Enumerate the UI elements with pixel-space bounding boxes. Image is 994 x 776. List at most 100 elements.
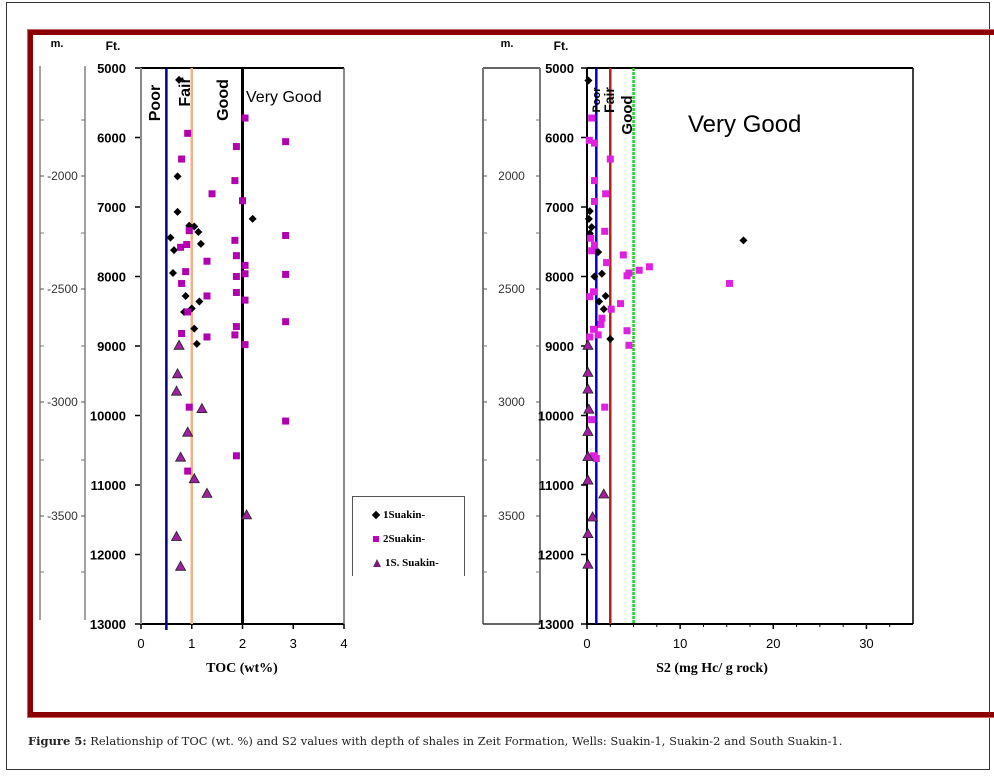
toc-point-suakin-2 [208, 190, 216, 198]
toc-point-suakin-2 [203, 292, 211, 300]
toc-point-suakin-2 [185, 403, 193, 411]
s2-m-tick-label: 3500 [498, 509, 525, 523]
s2-point-suakin-2 [586, 293, 594, 301]
s2-point-south-suakin-1 [582, 366, 594, 377]
figure-border [6, 2, 990, 770]
s2-m-header: m. [501, 38, 514, 50]
s2-point-suakin-2 [594, 331, 602, 339]
s2-point-suakin-2 [590, 241, 598, 249]
s2-point-south-suakin-1 [582, 450, 594, 461]
s2-point-suakin-1 [606, 335, 615, 344]
s2-point-suakin-2 [645, 263, 653, 271]
s2-point-suakin-2 [601, 227, 609, 235]
s2-point-suakin-1 [587, 223, 596, 232]
toc-point-suakin-2 [232, 143, 240, 151]
toc-point-suakin-2 [178, 329, 186, 337]
legend-item-south-suakin-1: 1S. Suakin- [373, 557, 439, 569]
s2-point-suakin-2 [587, 234, 595, 242]
legend-label: 1S. Suakin- [385, 557, 439, 569]
s2-point-suakin-2 [590, 325, 598, 333]
s2-point-suakin-2 [592, 455, 600, 463]
toc-point-suakin-2 [185, 227, 193, 235]
s2-point-suakin-1 [585, 207, 594, 216]
toc-m-tick-label: -2000 [47, 169, 78, 183]
toc-point-suakin-1 [194, 228, 203, 237]
toc-point-suakin-1 [175, 75, 184, 84]
toc-point-suakin-1 [168, 269, 177, 278]
toc-point-suakin-2 [177, 243, 185, 251]
toc-point-suakin-2 [203, 333, 211, 341]
toc-point-suakin-2 [232, 323, 240, 331]
toc-ft-tick-label: 7000 [97, 200, 126, 215]
s2-x-tick-label: 0 [583, 636, 590, 651]
s2-point-south-suakin-1 [582, 558, 594, 569]
s2-point-suakin-1 [597, 269, 606, 278]
toc-point-suakin-1 [166, 233, 175, 242]
toc-point-suakin-1 [190, 324, 199, 333]
toc-point-suakin-2 [232, 252, 240, 260]
s2-point-suakin-2 [588, 247, 596, 255]
toc-ft-header: Ft. [106, 39, 121, 53]
toc-m-tick-label: -3500 [47, 509, 78, 523]
toc-point-suakin-1 [173, 172, 182, 181]
s2-point-south-suakin-1 [583, 403, 595, 414]
toc-point-suakin-2 [231, 331, 239, 339]
toc-point-suakin-2 [232, 273, 240, 280]
toc-point-south-suakin-1 [173, 339, 185, 350]
toc-point-south-suakin-1 [174, 451, 187, 462]
s2-point-suakin-1 [584, 214, 593, 223]
s2-point-south-suakin-1 [586, 511, 599, 522]
toc-point-south-suakin-1 [188, 472, 200, 484]
toc-ft-tick-label: 13000 [90, 617, 126, 632]
toc-point-south-suakin-1 [240, 509, 253, 520]
s2-ft-tick-label: 6000 [545, 131, 574, 146]
toc-point-suakin-2 [241, 261, 249, 269]
s2-x-tick-label: 20 [766, 636, 780, 651]
toc-point-suakin-2 [184, 308, 192, 316]
toc-x-tick-label: 2 [239, 636, 246, 651]
toc-point-suakin-2 [178, 279, 186, 287]
toc-x-tick-label: 3 [290, 636, 297, 651]
s2-ft-tick-label: 5000 [545, 61, 574, 76]
figure-frame [28, 30, 994, 717]
toc-x-tick-label: 0 [137, 636, 144, 651]
toc-point-suakin-2 [241, 270, 249, 278]
toc-point-south-suakin-1 [201, 487, 213, 498]
s2-point-suakin-2 [590, 139, 598, 147]
s2-ft-tick-label: 13000 [538, 617, 574, 632]
s2-point-suakin-2 [588, 114, 596, 122]
toc-point-suakin-2 [231, 236, 239, 244]
s2-ft-header: Ft. [554, 39, 569, 53]
toc-point-suakin-1 [181, 291, 190, 300]
s2-point-suakin-1 [595, 297, 604, 306]
triangle-marker-icon [373, 559, 381, 567]
s2-point-suakin-2 [602, 190, 610, 198]
s2-ft-tick-label: 9000 [545, 339, 574, 354]
legend-item-suakin-2: 2Suakin- [373, 533, 425, 545]
toc-point-suakin-1 [192, 339, 201, 348]
s2-m-tick-label: 2000 [498, 169, 525, 183]
s2-point-suakin-2 [590, 288, 598, 296]
s2-point-south-suakin-1 [598, 488, 610, 499]
s2-m-tick-label: 3000 [498, 395, 525, 409]
s2-x-tick-label: 30 [859, 636, 873, 651]
toc-point-suakin-1 [196, 239, 205, 248]
s2-point-suakin-2 [607, 305, 615, 313]
s2-point-south-suakin-1 [582, 425, 594, 436]
s2-point-suakin-2 [619, 251, 627, 259]
toc-point-suakin-2 [282, 417, 290, 425]
toc-point-suakin-1 [169, 246, 178, 255]
s2-x-tick-label: 10 [673, 636, 687, 651]
toc-m-tick-label: -2500 [47, 282, 78, 296]
toc-point-suakin-2 [183, 241, 191, 249]
toc-zone-poor: Poor [147, 85, 164, 121]
figure-caption: Figure 5: Relationship of TOC (wt. %) an… [28, 734, 842, 748]
s2-ft-tick-label: 10000 [538, 409, 574, 424]
s2-point-suakin-1 [739, 236, 748, 245]
toc-zone-fair: Fair [177, 77, 194, 106]
s2-point-suakin-1 [599, 305, 608, 314]
caption-label: Figure 5: [28, 734, 87, 748]
s2-point-suakin-2 [588, 416, 596, 424]
s2-point-suakin-2 [597, 320, 605, 328]
